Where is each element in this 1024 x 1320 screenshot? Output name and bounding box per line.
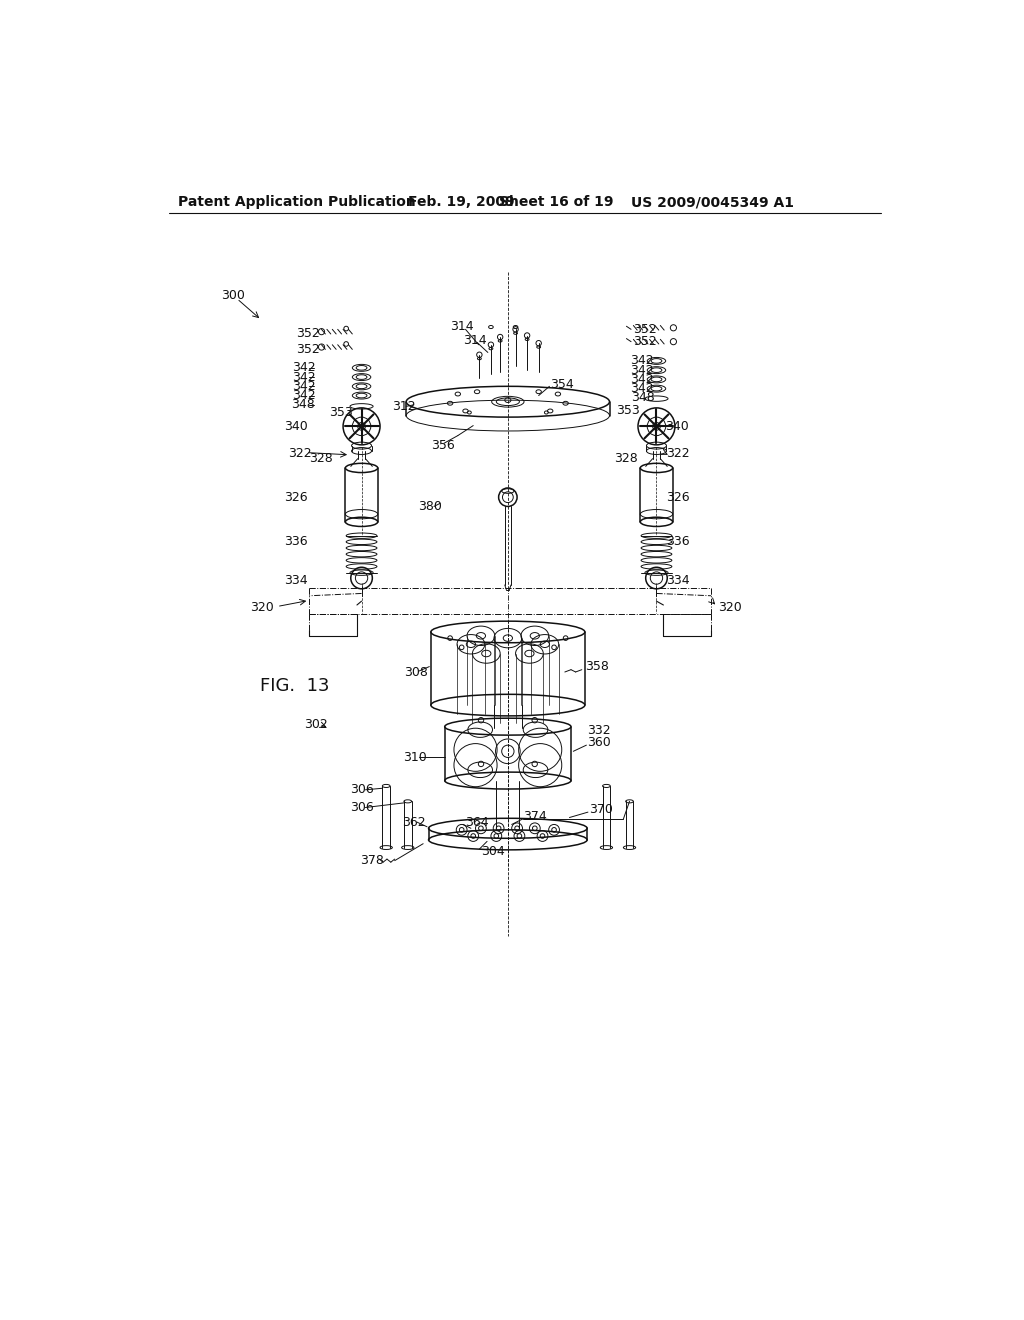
Text: 380: 380 [419, 500, 442, 513]
Text: Feb. 19, 2009: Feb. 19, 2009 [408, 195, 514, 210]
Text: 326: 326 [666, 491, 689, 504]
Text: 336: 336 [285, 535, 308, 548]
Text: 332: 332 [587, 723, 610, 737]
Text: 353: 353 [615, 404, 639, 417]
Text: 352: 352 [296, 343, 319, 356]
Text: 358: 358 [585, 660, 608, 673]
Text: 310: 310 [403, 751, 427, 764]
Text: 342: 342 [292, 362, 315, 375]
Text: 348: 348 [291, 399, 314, 412]
Text: 334: 334 [285, 574, 308, 587]
Text: 328: 328 [309, 453, 333, 465]
Text: 360: 360 [587, 735, 611, 748]
Text: US 2009/0045349 A1: US 2009/0045349 A1 [631, 195, 794, 210]
Text: 352: 352 [633, 335, 656, 348]
Text: 342: 342 [631, 354, 654, 367]
Text: 306: 306 [350, 783, 374, 796]
Text: 342: 342 [292, 389, 315, 403]
Text: 342: 342 [631, 372, 654, 385]
Text: 308: 308 [403, 667, 428, 680]
Text: 362: 362 [401, 816, 425, 829]
Text: 352: 352 [296, 327, 319, 341]
Text: 364: 364 [465, 816, 488, 829]
Text: 353: 353 [330, 407, 353, 418]
Text: Patent Application Publication: Patent Application Publication [178, 195, 416, 210]
Text: 378: 378 [360, 854, 384, 867]
Text: 304: 304 [481, 845, 505, 858]
Text: 374: 374 [523, 810, 547, 824]
Text: 342: 342 [631, 363, 654, 376]
Text: 336: 336 [666, 535, 689, 548]
Text: 348: 348 [631, 391, 654, 404]
Text: 320: 320 [718, 601, 741, 614]
Text: 340: 340 [285, 420, 308, 433]
Text: FIG.  13: FIG. 13 [260, 677, 330, 694]
Text: 312: 312 [392, 400, 416, 413]
Text: 322: 322 [666, 446, 689, 459]
Text: 322: 322 [289, 446, 312, 459]
Text: 352: 352 [633, 323, 656, 335]
Text: 326: 326 [285, 491, 308, 504]
Text: 320: 320 [250, 601, 273, 614]
Text: 342: 342 [292, 371, 315, 384]
Text: 340: 340 [665, 420, 689, 433]
Text: 370: 370 [589, 803, 612, 816]
Text: 300: 300 [221, 289, 246, 302]
Text: 314: 314 [463, 334, 486, 347]
Text: 342: 342 [631, 381, 654, 395]
Text: 314: 314 [451, 319, 474, 333]
Text: 306: 306 [350, 801, 374, 814]
Text: Sheet 16 of 19: Sheet 16 of 19 [499, 195, 613, 210]
Text: 354: 354 [550, 378, 574, 391]
Text: 328: 328 [614, 453, 638, 465]
Text: 356: 356 [431, 440, 455, 453]
Text: 334: 334 [666, 574, 689, 587]
Text: 342: 342 [292, 380, 315, 393]
Text: 302: 302 [304, 718, 328, 731]
